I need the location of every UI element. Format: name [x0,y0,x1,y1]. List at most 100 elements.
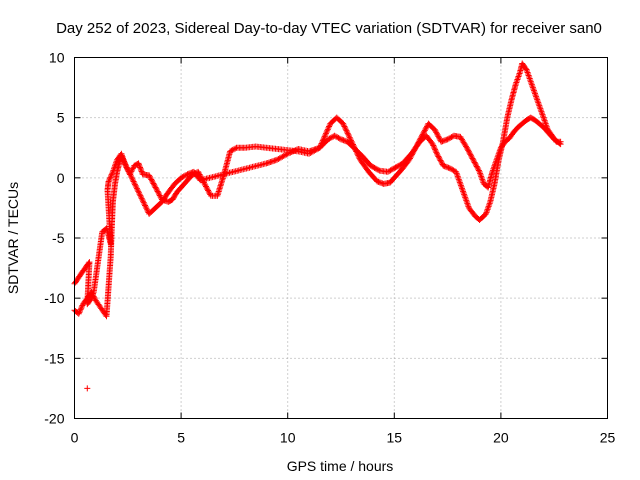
data-point [119,154,126,161]
data-point [460,189,467,196]
data-point [105,178,112,185]
data-point [516,70,523,77]
y-tick-label: -10 [44,290,64,306]
data-point [522,65,529,72]
data-point [386,168,393,175]
data-point [137,192,144,199]
data-point [325,124,332,131]
data-point [291,147,298,154]
data-point [137,164,144,171]
data-point [526,75,533,82]
y-tick-label: 5 [57,110,65,126]
data-point [126,170,133,177]
data-point [284,150,291,157]
data-point [106,175,113,182]
data-point [346,134,353,141]
data-point [329,134,336,141]
data-point [283,151,290,158]
data-point [324,126,331,133]
data-point [459,186,466,193]
data-point [388,166,395,173]
data-point [471,159,478,166]
data-point [449,166,456,173]
data-point [468,154,475,161]
data-point [541,117,548,124]
data-point [144,206,151,213]
data-point [202,182,209,189]
data-point [538,110,545,117]
data-point [106,177,113,184]
data-point [529,83,536,90]
data-point [444,136,451,143]
data-point [131,179,138,186]
data-point [139,196,146,203]
data-point [155,189,162,196]
data-point [536,104,543,111]
data-point [455,176,462,183]
data-point [327,134,334,141]
data-point [78,303,85,310]
data-point [335,134,342,141]
data-point [88,289,95,296]
data-point [342,126,349,133]
data-point [89,290,96,297]
data-point [107,174,114,181]
data-point [454,173,461,180]
x-axis-label: GPS time / hours [287,458,394,474]
data-point [325,136,332,143]
data-point [446,165,453,172]
data-point [123,163,130,170]
data-point [343,127,350,134]
data-point [129,165,136,172]
x-tick-label: 5 [177,430,185,446]
data-point [475,166,482,173]
data-point [123,164,130,171]
data-point [432,128,439,135]
data-point [525,72,532,79]
data-point [135,189,142,196]
data-point [433,150,440,157]
data-point [466,150,473,157]
data-point [205,187,212,194]
data-point [463,198,470,205]
data-point [141,201,148,208]
data-point [447,134,454,141]
data-point [486,201,493,208]
data-point [438,160,445,167]
data-point [334,134,341,141]
data-point [326,135,333,142]
data-point [456,177,463,184]
data-point [124,165,131,172]
data-point [465,148,472,155]
data-point [456,179,463,186]
data-point [463,144,470,151]
data-point [154,188,161,195]
data-point [203,184,210,191]
data-point [513,79,520,86]
data-point [156,192,163,199]
data-point [423,124,430,131]
data-point [457,180,464,187]
data-point [340,120,347,127]
chart-title: Day 252 of 2023, Sidereal Day-to-day VTE… [56,20,602,37]
data-point [557,138,564,145]
data-point [535,101,542,108]
data-point [432,146,439,153]
data-point [433,130,440,137]
data-point [486,200,493,207]
data-point [464,146,471,153]
data-point [469,155,476,162]
data-point [130,178,137,185]
data-point [133,184,140,191]
data-point [529,84,536,91]
data-point [470,156,477,163]
y-tick-label: -20 [44,411,64,427]
data-point [347,135,354,142]
data-point [535,99,542,106]
x-tick-label: 0 [71,430,79,446]
data-points-layer [71,60,564,392]
data-point [79,302,86,309]
data-point [532,92,539,99]
data-point [127,172,134,179]
data-point [77,306,84,313]
